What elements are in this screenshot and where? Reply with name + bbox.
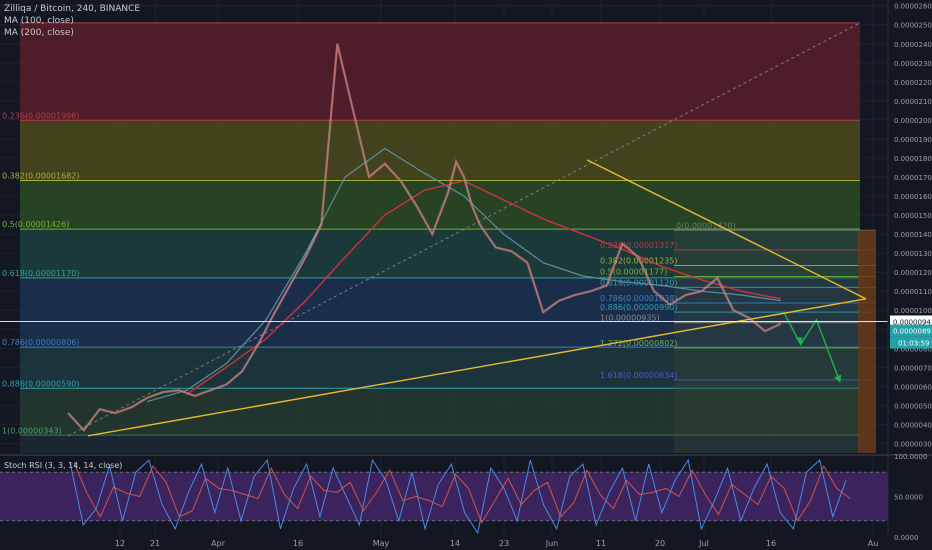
resistance-trendline — [586, 159, 867, 300]
ma100-line — [147, 147, 781, 403]
fib-zone-edge — [858, 230, 876, 453]
x-axis: 12 21 Apr 16 May 14 23 Jun 11 20 Jul 16 Au — [115, 539, 878, 548]
ma200-legend: MA (200, close) — [4, 28, 74, 38]
price-tag-label: 0.00000941 — [893, 318, 932, 326]
rsi-band — [0, 472, 888, 521]
x-tick-label: 20 — [655, 539, 665, 548]
countdown-tag — [890, 336, 932, 349]
price-tag-label: 0.00000893 — [893, 328, 932, 336]
fib-level-label: 0(0.00001420) — [676, 221, 736, 230]
ma100-legend: MA (100, close) — [4, 16, 74, 26]
fib-level-label: 1(0.00000935) — [600, 314, 660, 323]
fib-level-label: 0.886(0.00000590) — [2, 379, 80, 388]
fib-level-label: 0.786(0.00001038) — [600, 294, 678, 303]
rsi-tick-label: 50.0000 — [894, 494, 923, 502]
x-tick-label: 21 — [150, 539, 160, 548]
x-tick-label: May — [373, 539, 390, 548]
forecast-arrowhead — [834, 374, 842, 383]
fib-zone — [20, 120, 860, 181]
x-tick-label: 16 — [766, 539, 776, 548]
fib-level-label: 1.618(0.00000634) — [600, 371, 678, 380]
forecast-path — [784, 313, 841, 383]
fib-level-label: 0.786(0.00000806) — [2, 338, 80, 347]
rsi-tick-label: 100.0000 — [894, 453, 927, 461]
fib-level-label: 0.5(0.00001177) — [600, 268, 667, 277]
x-tick-label: Apr — [211, 539, 226, 548]
price-tag — [890, 324, 932, 337]
fib-level-label: 0.886(0.00000990) — [600, 303, 678, 312]
fib-level-label: 0.382(0.00001235) — [600, 257, 678, 266]
price-line — [67, 43, 782, 432]
fib-level-label: 0.5(0.00001426) — [2, 220, 69, 229]
stoch-rsi-pane: 100.0000 50.0000 0.0000 Stoch RSI (3, 3, 14… — [0, 453, 927, 542]
symbol-title: Zilliqa / Bitcoin, 240, BINANCE — [4, 4, 141, 14]
fib-zone — [20, 347, 860, 389]
rsi-title: Stoch RSI (3, 3, 14, 14, close) — [4, 461, 122, 470]
x-tick-label: Au — [868, 539, 879, 548]
fib-level-label: 0.236(0.00001317) — [600, 241, 678, 250]
series-group — [67, 43, 842, 433]
pane-separator — [0, 454, 932, 456]
x-tick-label: 14 — [450, 539, 460, 548]
fib-level-label: 1.272(0.00000802) — [600, 339, 678, 348]
fib-retracement-main: 0.236(0.00001998) 0.382(0.00001682) 0.5(0.… — [2, 22, 860, 453]
fib-level-label: 0.236(0.00001998) — [2, 111, 80, 120]
forecast-arrowhead — [795, 337, 803, 345]
fib-zone — [20, 22, 860, 121]
x-tick-label: 11 — [596, 539, 606, 548]
fib-zone — [20, 435, 860, 453]
x-tick-label: 12 — [115, 539, 125, 548]
diagonal-guide — [67, 22, 861, 437]
rsi-tick-label: 0.0000 — [894, 534, 919, 542]
fib-level-label: 0.618(0.00001170) — [2, 269, 80, 278]
x-tick-label: 16 — [293, 539, 303, 548]
fib-zone — [20, 180, 860, 230]
x-tick-label: Jun — [545, 539, 559, 548]
rsi-d-line — [73, 462, 851, 524]
ma200-line — [186, 180, 781, 395]
countdown-label: 01:03:59 — [898, 340, 929, 348]
fib-level-label: 1(0.00000343) — [2, 426, 62, 435]
fib-zone — [20, 229, 860, 278]
x-tick-label: 23 — [499, 539, 509, 548]
chart-legend: Zilliqa / Bitcoin, 240, BINANCE MA (100,… — [4, 3, 140, 39]
fib-zone — [20, 388, 860, 436]
x-tick-label: Jul — [698, 539, 709, 548]
rsi-k-line — [69, 458, 847, 535]
fib-level-label: 0.382(0.00001682) — [2, 171, 80, 180]
price-tag — [890, 315, 932, 328]
fib-zone — [674, 230, 876, 453]
